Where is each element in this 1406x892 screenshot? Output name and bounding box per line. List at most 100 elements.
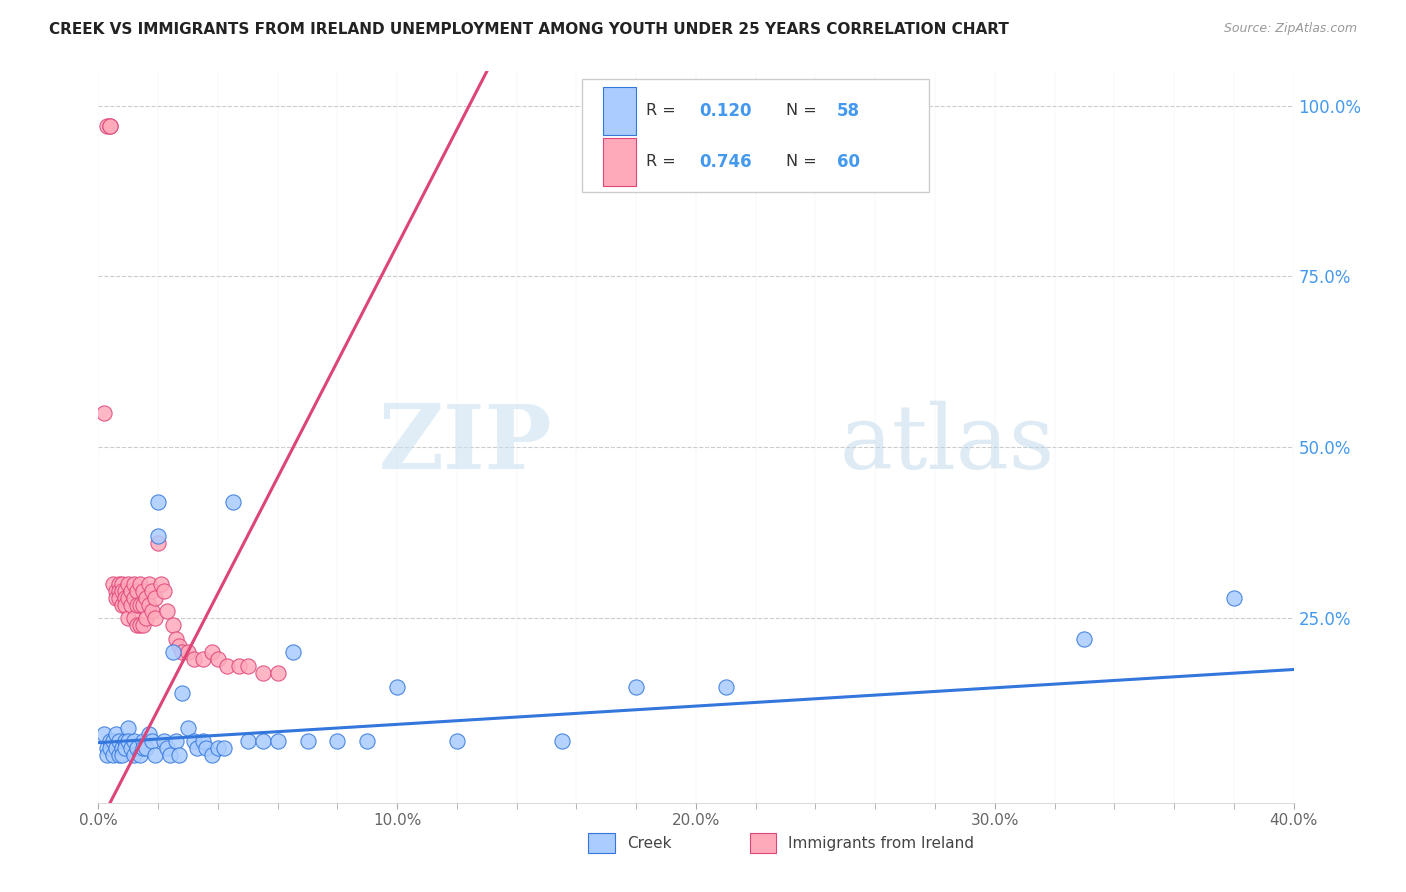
Text: N =: N =	[786, 103, 821, 119]
Point	[281, 645, 304, 659]
Point	[105, 583, 128, 598]
Point	[96, 747, 118, 762]
Point	[117, 611, 139, 625]
Point	[120, 741, 142, 756]
Point	[177, 645, 200, 659]
Point	[714, 680, 737, 694]
Point	[105, 591, 128, 605]
Point	[98, 741, 122, 756]
Point	[236, 659, 259, 673]
Point	[96, 119, 118, 133]
Point	[127, 598, 149, 612]
Point	[105, 727, 128, 741]
Point	[212, 741, 235, 756]
Point	[127, 618, 149, 632]
Point	[626, 680, 648, 694]
Point	[148, 536, 170, 550]
Point	[252, 665, 274, 680]
Point	[195, 741, 218, 756]
Point	[183, 652, 205, 666]
Point	[148, 495, 170, 509]
Point	[111, 741, 134, 756]
Point	[132, 734, 155, 748]
Point	[108, 591, 131, 605]
Point	[267, 665, 290, 680]
Point	[135, 591, 157, 605]
Text: Immigrants from Ireland: Immigrants from Ireland	[787, 836, 974, 851]
Point	[103, 734, 125, 748]
Point	[129, 747, 152, 762]
Point	[177, 721, 200, 735]
Point	[111, 747, 134, 762]
Point	[215, 659, 238, 673]
Point	[114, 583, 136, 598]
Point	[98, 119, 122, 133]
Point	[124, 577, 146, 591]
Point	[135, 741, 157, 756]
Point	[267, 734, 290, 748]
Point	[124, 591, 146, 605]
Point	[120, 598, 142, 612]
FancyBboxPatch shape	[582, 78, 929, 192]
Point	[129, 598, 152, 612]
Point	[111, 583, 134, 598]
Point	[93, 406, 115, 420]
Point	[222, 495, 245, 509]
Point	[156, 604, 179, 618]
Point	[93, 727, 115, 741]
Point	[120, 583, 142, 598]
Point	[201, 747, 224, 762]
Point	[132, 741, 155, 756]
Bar	[749, 833, 776, 854]
Point	[326, 734, 349, 748]
Bar	[603, 87, 637, 135]
Point	[103, 577, 125, 591]
Point	[165, 632, 187, 646]
Point	[167, 639, 190, 653]
Point	[446, 734, 468, 748]
Point	[297, 734, 319, 748]
Point	[550, 734, 572, 748]
Point	[148, 529, 170, 543]
Point	[138, 727, 160, 741]
Point	[135, 611, 157, 625]
Text: Creek: Creek	[627, 836, 671, 851]
Point	[98, 734, 122, 748]
Point	[1073, 632, 1095, 646]
Point	[108, 734, 131, 748]
Point	[162, 645, 184, 659]
Point	[356, 734, 378, 748]
Text: 60: 60	[837, 153, 860, 171]
Point	[124, 747, 146, 762]
Text: 0.120: 0.120	[700, 102, 752, 120]
Point	[108, 747, 131, 762]
Text: CREEK VS IMMIGRANTS FROM IRELAND UNEMPLOYMENT AMONG YOUTH UNDER 25 YEARS CORRELA: CREEK VS IMMIGRANTS FROM IRELAND UNEMPLO…	[49, 22, 1010, 37]
Point	[186, 741, 208, 756]
Point	[150, 577, 173, 591]
Point	[143, 747, 166, 762]
Point	[124, 734, 146, 748]
Point	[153, 583, 176, 598]
Text: 58: 58	[837, 102, 860, 120]
Point	[124, 611, 146, 625]
Point	[132, 583, 155, 598]
Point	[114, 741, 136, 756]
Text: Source: ZipAtlas.com: Source: ZipAtlas.com	[1223, 22, 1357, 36]
Point	[252, 734, 274, 748]
Point	[111, 577, 134, 591]
Point	[165, 734, 187, 748]
Point	[153, 734, 176, 748]
Text: ZIP: ZIP	[380, 401, 553, 488]
Point	[172, 686, 194, 700]
Text: R =: R =	[645, 103, 681, 119]
Point	[1223, 591, 1246, 605]
Point	[143, 591, 166, 605]
Point	[117, 577, 139, 591]
Point	[127, 583, 149, 598]
Point	[117, 591, 139, 605]
Point	[132, 598, 155, 612]
Point	[114, 591, 136, 605]
Point	[207, 652, 229, 666]
Point	[103, 734, 125, 748]
Point	[129, 618, 152, 632]
